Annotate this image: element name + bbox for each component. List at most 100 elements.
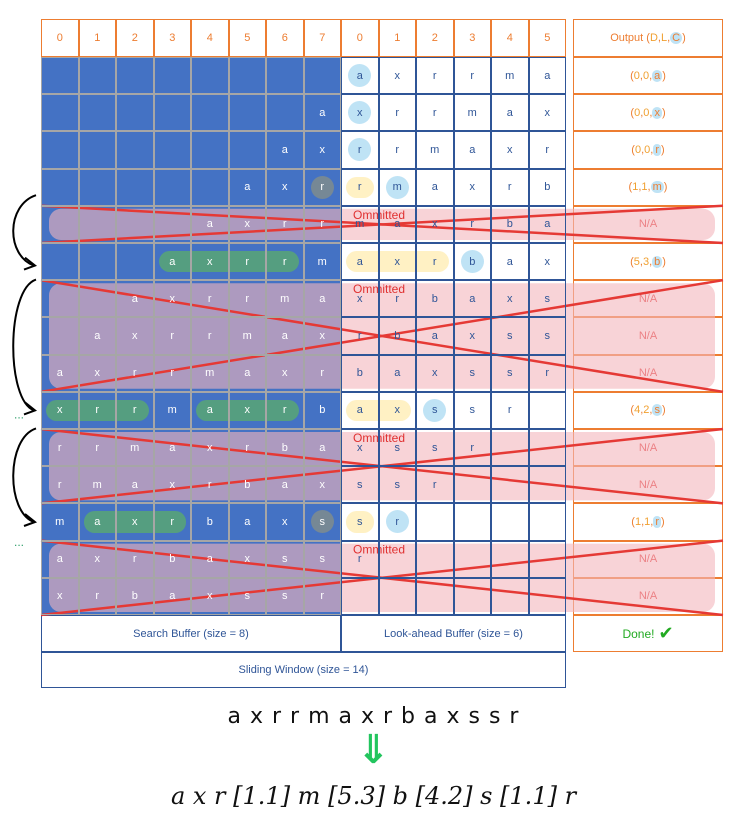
lookahead-cell — [491, 577, 529, 615]
search-cell: s — [228, 577, 266, 615]
output-punct: , — [641, 143, 645, 156]
search-cell: x — [228, 391, 266, 429]
search-cell: r — [116, 354, 154, 392]
output-punct: ( — [630, 255, 634, 268]
search-cell: b — [116, 577, 154, 615]
header-index: 2 — [416, 19, 454, 57]
search-cell: a — [191, 205, 229, 243]
match-highlight-green — [196, 399, 299, 421]
output-na: N/A — [638, 367, 658, 380]
matched-char-circle — [310, 175, 334, 199]
header-index: 2 — [116, 19, 154, 57]
arrowhead-icon — [23, 256, 38, 271]
lookahead-cell — [491, 540, 529, 578]
header-index: 1 — [378, 19, 416, 57]
search-cell: m — [78, 466, 116, 504]
lookahead-cell — [416, 503, 454, 541]
search-cell: a — [228, 503, 266, 541]
search-cell: m — [266, 280, 304, 318]
output-offset: 0 — [633, 69, 640, 82]
header-index: 4 — [491, 19, 529, 57]
search-cell — [191, 94, 229, 132]
search-cell: x — [228, 205, 266, 243]
lookahead-cell: x — [491, 280, 529, 318]
transition-arrow — [12, 427, 37, 523]
output-sequence: a x r [1.1] m [5.3] b [4.2] s [1.1] r — [170, 782, 577, 810]
lookahead-cell: s — [341, 466, 379, 504]
lookahead-cell — [491, 503, 529, 541]
search-cell: r — [191, 280, 229, 318]
output-punct: , — [641, 515, 645, 528]
lookahead-cell — [528, 391, 566, 429]
lookahead-cell — [378, 577, 416, 615]
side-dots: ... — [14, 407, 24, 421]
search-cell: r — [266, 205, 304, 243]
lookahead-cell: x — [528, 243, 566, 281]
search-cell: a — [116, 466, 154, 504]
header-index: 5 — [228, 19, 266, 57]
search-cell: r — [78, 429, 116, 467]
header-index: 5 — [528, 19, 566, 57]
output-punct: , — [649, 106, 653, 119]
lookahead-cell: x — [491, 131, 529, 169]
output-offset: 4 — [634, 404, 641, 417]
search-cell: a — [153, 243, 191, 281]
output-header-part: , — [657, 32, 661, 44]
lookahead-cell: a — [341, 57, 379, 95]
search-cell — [116, 243, 154, 281]
next-char-circle — [385, 175, 409, 199]
search-cell: r — [191, 317, 229, 355]
lookahead-cell — [453, 503, 491, 541]
search-cell — [41, 280, 79, 318]
search-cell — [116, 131, 154, 169]
search-cell: s — [303, 503, 341, 541]
output-punct: , — [649, 255, 653, 268]
search-cell: r — [266, 391, 304, 429]
output-punct: , — [640, 106, 644, 119]
search-cell: a — [153, 429, 191, 467]
search-cell: m — [116, 429, 154, 467]
matched-char-circle — [310, 510, 334, 534]
search-cell: x — [303, 131, 341, 169]
lookahead-cell: r — [416, 94, 454, 132]
output-na: N/A — [638, 590, 658, 603]
search-cell — [153, 168, 191, 206]
next-char-circle — [348, 101, 371, 125]
output-na: N/A — [638, 478, 658, 491]
output-punct: , — [640, 404, 644, 417]
match-highlight-yellow — [346, 511, 374, 533]
search-cell: a — [191, 540, 229, 578]
search-cell — [153, 131, 191, 169]
header-index: 3 — [153, 19, 191, 57]
lookahead-cell: r — [528, 131, 566, 169]
lookahead-cell: r — [378, 94, 416, 132]
output-punct: ) — [661, 515, 665, 528]
lookahead-cell — [528, 577, 566, 615]
search-cell: r — [78, 577, 116, 615]
lookahead-cell: s — [453, 391, 491, 429]
output-punct: ) — [661, 106, 666, 119]
output-length: 3 — [642, 255, 650, 268]
sliding-window-label: Sliding Window (size = 14) — [41, 652, 566, 688]
output-punct: , — [639, 255, 643, 268]
output-cell: (0, 0, a) — [573, 57, 723, 95]
search-cell — [153, 57, 191, 95]
output-cell: (1, 1, r) — [573, 503, 723, 541]
output-offset: 5 — [633, 255, 640, 268]
search-cell — [78, 168, 116, 206]
lookahead-cell: b — [453, 243, 491, 281]
output-punct: , — [650, 143, 654, 156]
lookahead-cell: x — [416, 354, 454, 392]
search-cell: a — [303, 429, 341, 467]
lookahead-cell: x — [528, 94, 566, 132]
lookahead-cell — [378, 540, 416, 578]
search-cell — [78, 280, 116, 318]
search-cell — [266, 94, 304, 132]
output-punct: ( — [628, 181, 633, 194]
lookahead-cell: a — [491, 243, 529, 281]
search-cell: a — [266, 317, 304, 355]
output-punct: ) — [661, 143, 665, 156]
search-cell: m — [228, 317, 266, 355]
search-cell: r — [228, 429, 266, 467]
output-header-part: , — [667, 32, 671, 44]
